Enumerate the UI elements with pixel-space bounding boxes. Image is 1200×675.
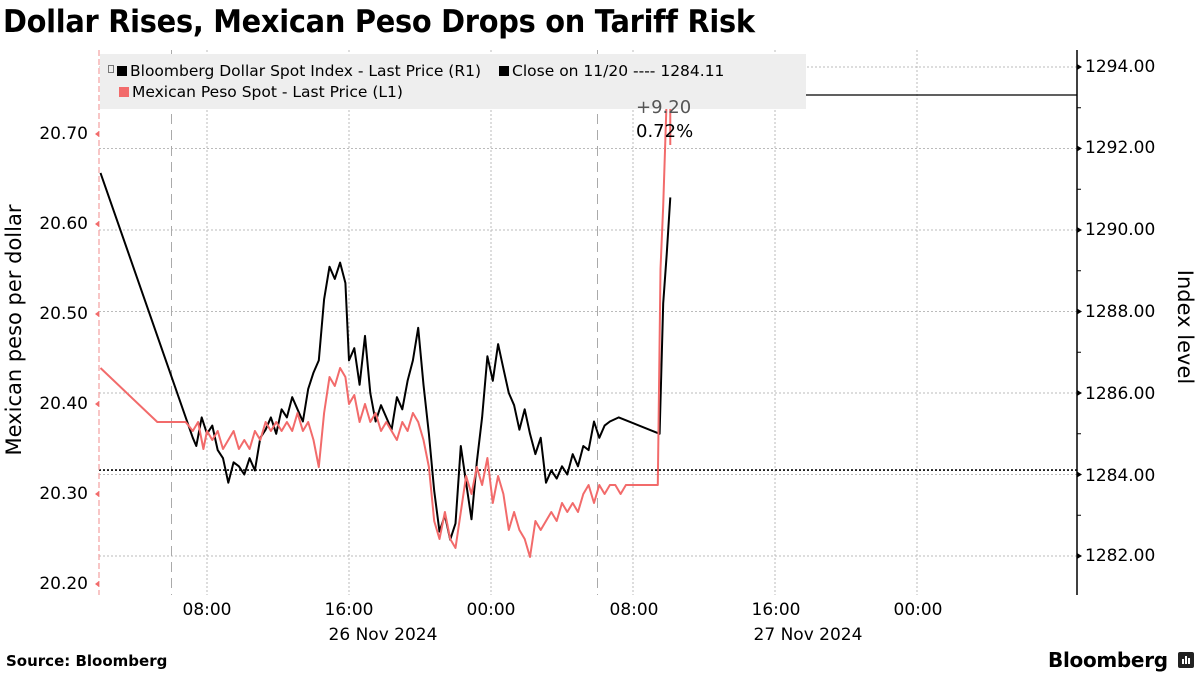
x-tick: 00:00: [466, 600, 516, 620]
pct-annotation: 0.72%: [636, 121, 694, 142]
bloomberg-chart-icon: [1178, 652, 1194, 668]
left-tick: 20.60: [39, 214, 88, 234]
right-tick: 1294.00: [1085, 57, 1156, 77]
left-axis-label: Mexican peso per dollar: [2, 204, 26, 456]
collapse-icon[interactable]: [108, 65, 114, 73]
x-date-label: 26 Nov 2024: [328, 625, 438, 645]
right-tick: 1288.00: [1085, 302, 1156, 322]
bloomberg-logo: Bloomberg: [1048, 648, 1168, 672]
left-tick: 20.30: [39, 484, 88, 504]
legend-swatch-close: [499, 66, 510, 76]
left-tick: 20.70: [39, 124, 88, 144]
chart-title: Dollar Rises, Mexican Peso Drops on Tari…: [3, 4, 755, 40]
right-axis-label: Index level: [1173, 269, 1197, 385]
legend-swatch-dollar: [117, 66, 127, 76]
legend: Bloomberg Dollar Spot Index - Last Price…: [100, 54, 806, 109]
legend-swatch-peso: [119, 87, 129, 97]
right-tick: 1284.00: [1085, 466, 1156, 486]
right-tick: 1282.00: [1085, 546, 1156, 566]
x-date-label: 27 Nov 2024: [753, 625, 863, 645]
x-tick: 16:00: [324, 600, 374, 620]
x-tick: 08:00: [609, 600, 659, 620]
left-tick: 20.50: [39, 304, 88, 324]
legend-label-dollar: Bloomberg Dollar Spot Index - Last Price…: [130, 62, 482, 80]
right-tick: 1286.00: [1085, 384, 1156, 404]
right-tick: 1292.00: [1085, 138, 1156, 158]
x-tick: 08:00: [182, 600, 232, 620]
x-tick: 16:00: [751, 600, 801, 620]
legend-label-close: Close on 11/20 ---- 1284.11: [512, 62, 725, 80]
x-tick: 00:00: [893, 600, 943, 620]
legend-label-peso: Mexican Peso Spot - Last Price (L1): [132, 83, 403, 101]
left-tick: 20.40: [39, 394, 88, 414]
source-note: Source: Bloomberg: [6, 652, 168, 670]
right-tick: 1290.00: [1085, 220, 1156, 240]
left-tick: 20.20: [39, 574, 88, 594]
series-lines: [99, 94, 1077, 558]
legend-item-dollar: Bloomberg Dollar Spot Index - Last Price…: [108, 62, 724, 80]
change-annotation: +9.20: [636, 97, 692, 118]
legend-item-peso: Mexican Peso Spot - Last Price (L1): [119, 83, 403, 101]
gridlines: [99, 50, 1077, 595]
axes: [95, 50, 1082, 595]
